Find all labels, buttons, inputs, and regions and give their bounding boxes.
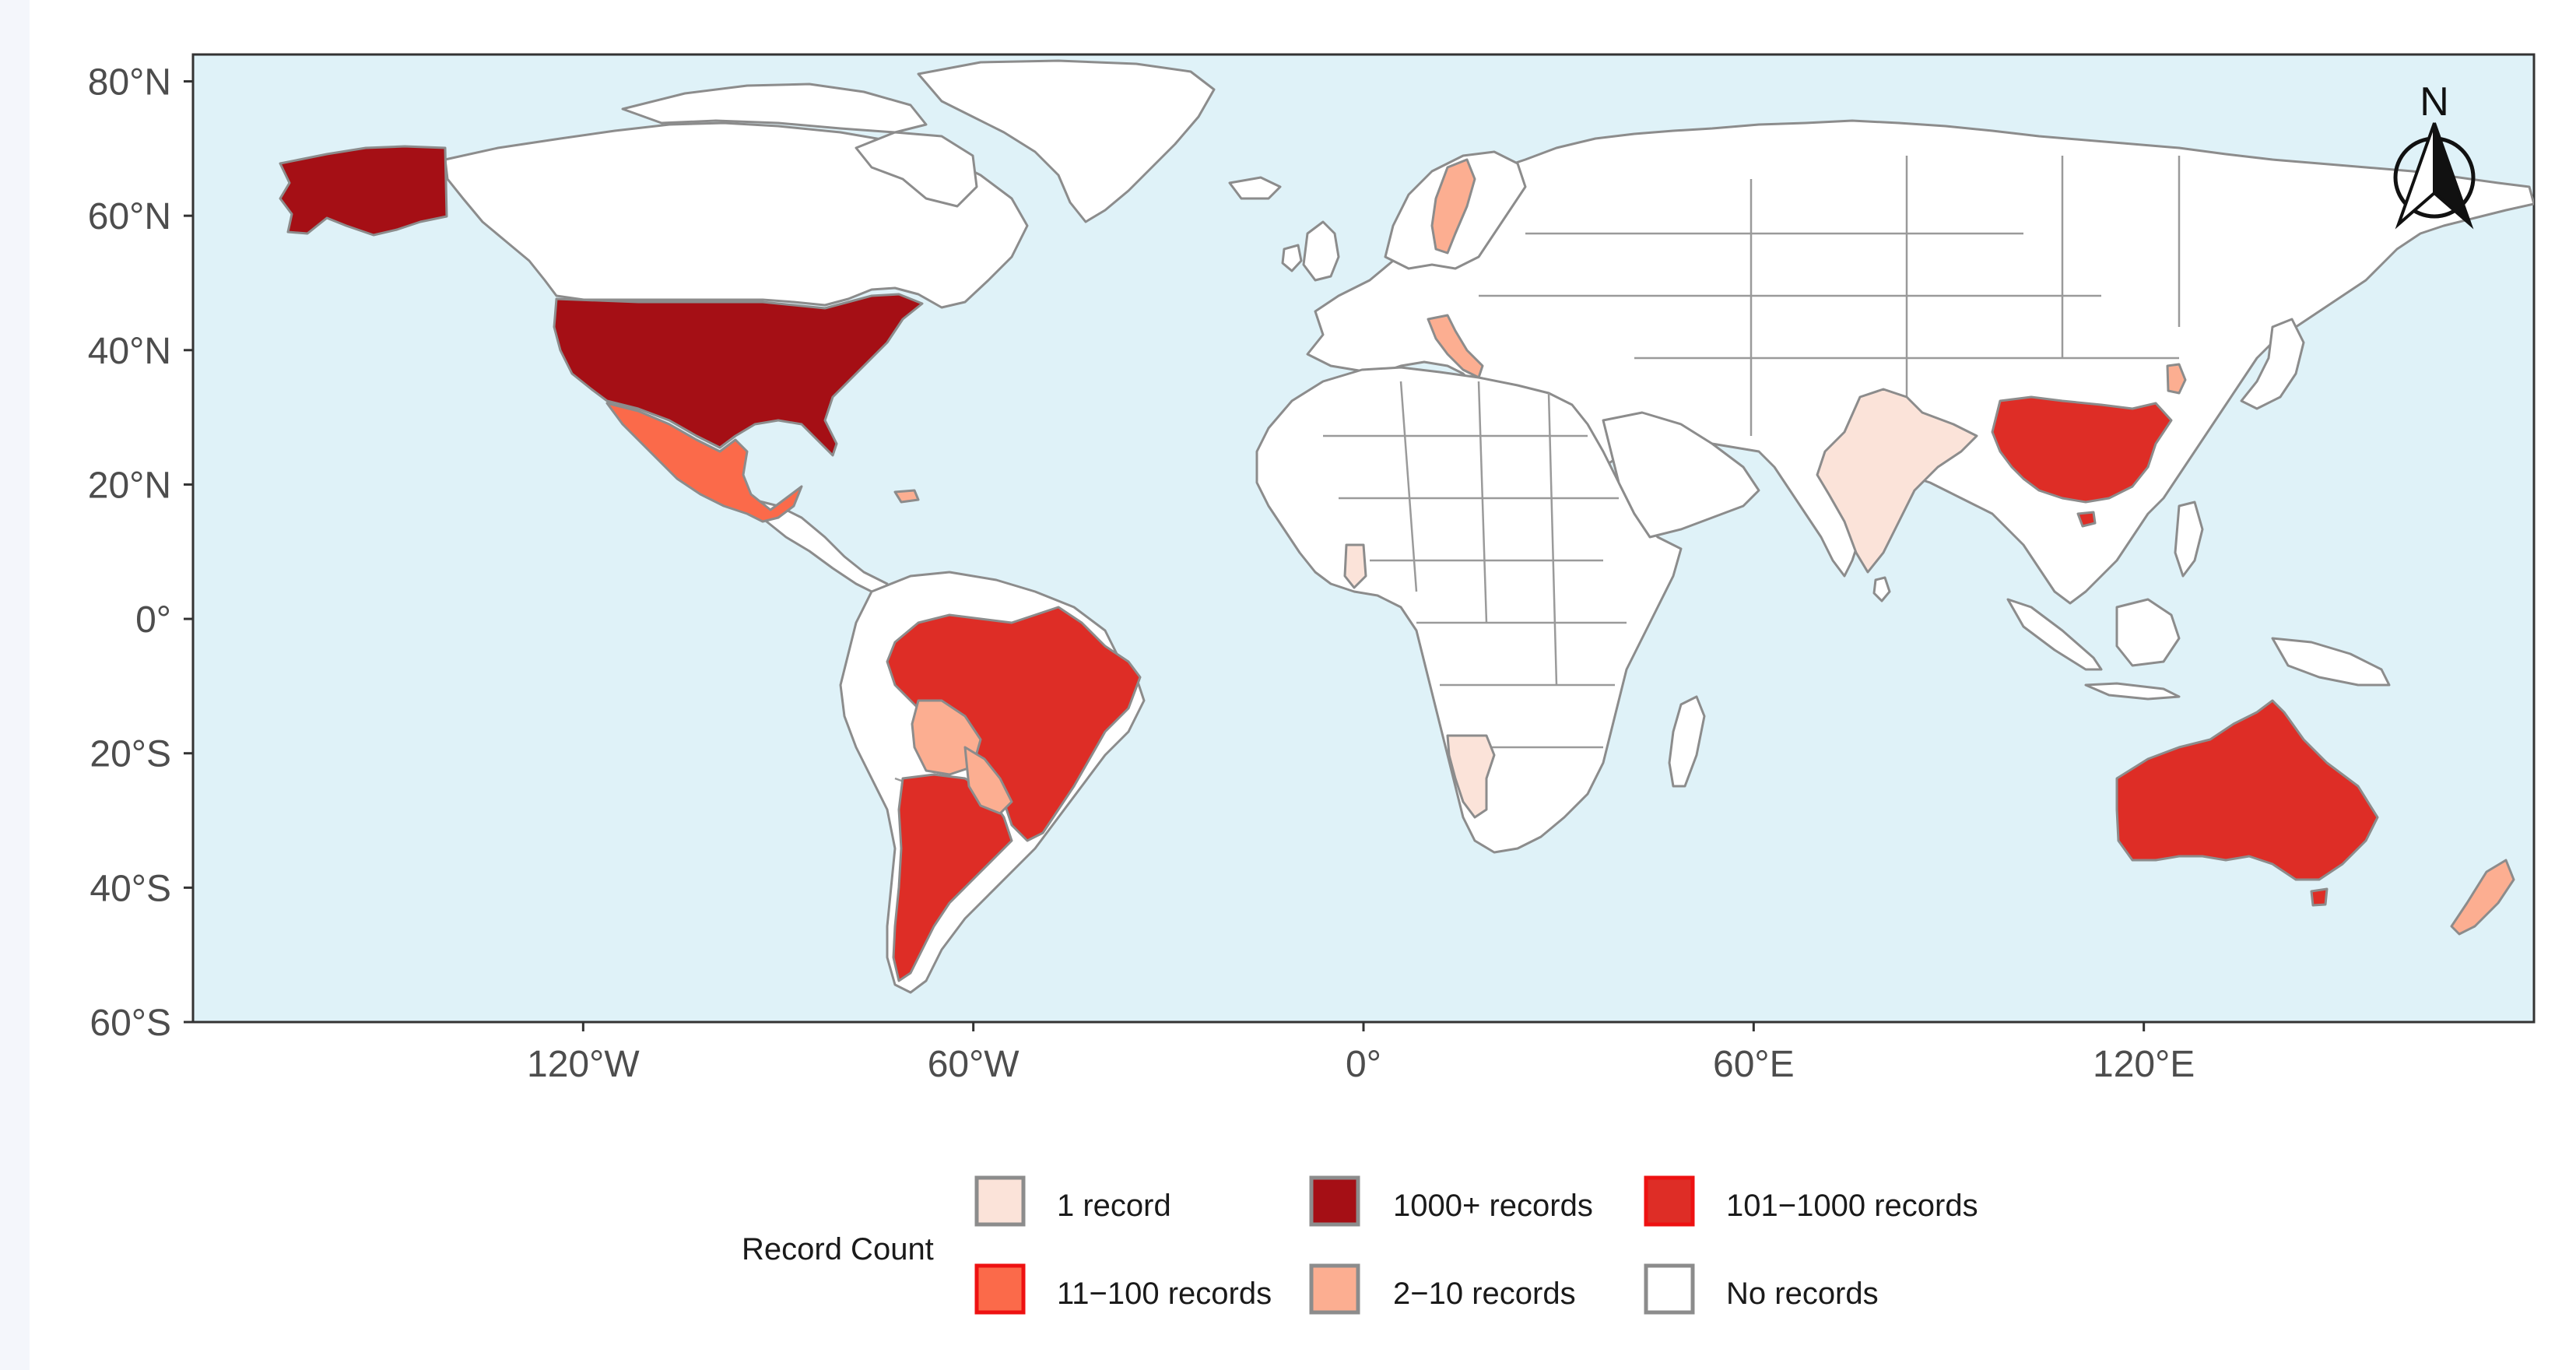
landmass-java [2084,682,2181,701]
region-united-states [553,293,924,457]
y-axis: 80°N 60°N 40°N 20°N 0° 20°S 40°S 60°S [88,62,193,1044]
legend-label-101-1000: 101−1000 records [1726,1189,1978,1223]
x-tick-label: 120°E [2093,1044,2195,1085]
region-new-zealand [2450,859,2515,936]
landmass-iceland [1228,176,1282,200]
legend-key-no-records [1644,1263,1695,1315]
legend-title: Record Count [742,1232,934,1266]
y-tick-label: 20°N [88,465,171,506]
region-sweden [1430,158,1476,255]
region-namibia [1446,734,1496,819]
north-arrow-label: N [2420,79,2449,125]
legend-key-2-10 [1309,1263,1360,1315]
north-arrow: N [2393,79,2476,230]
y-tick-label: 20°S [89,734,171,775]
region-india [1816,388,1978,574]
x-tick-label: 120°W [527,1044,640,1085]
x-tick-label: 60°W [928,1044,1020,1085]
legend-key-1000-plus [1309,1175,1360,1227]
landmass-arabia [1602,411,1760,539]
legend-label-11-100: 11−100 records [1057,1277,1272,1311]
landmass-africa [1255,366,1683,854]
y-tick-label: 60°N [88,196,171,237]
landmass-borneo [2115,598,2181,667]
landmass-sumatra [2006,598,2103,671]
region-hainan [2076,511,2097,528]
landmass-baffin [855,131,978,208]
region-ghana [1343,543,1367,589]
landmass-new-guinea [2271,637,2391,687]
landmass-greenland [917,59,1216,223]
landmass-madagascar [1668,695,1706,788]
region-china [1991,395,2173,504]
region-tasmania [2310,887,2329,907]
y-tick-label: 80°N [88,62,171,104]
region-paraguay [963,746,1013,815]
legend-label-2-10: 2−10 records [1393,1277,1576,1311]
north-arrow-right-half [2433,122,2474,230]
landmass-arctic-islands [621,83,928,134]
y-tick-label: 40°S [89,868,171,909]
page-edge [0,0,30,1370]
legend-key-11-100 [974,1263,1026,1315]
region-south-korea [2166,363,2187,395]
region-mexico [605,402,803,523]
y-tick-label: 0° [135,599,171,641]
legend: Record Count 1 record 1000+ records 101−… [742,1175,1978,1315]
landmass-sri-lanka [1872,576,1891,602]
landmass-philippines [2174,501,2204,578]
region-italy [1427,314,1484,379]
region-australia [2115,699,2379,881]
legend-label-no-records: No records [1726,1277,1879,1311]
legend-key-101-1000 [1644,1175,1695,1227]
landmass-japan [2240,318,2305,410]
legend-key-1-record [974,1175,1026,1227]
x-tick-label: 0° [1346,1044,1381,1085]
legend-label-1-record: 1 record [1057,1189,1171,1223]
y-tick-label: 60°S [89,1003,171,1044]
y-tick-label: 40°N [88,331,171,372]
legend-label-1000-plus: 1000+ records [1393,1189,1593,1223]
x-tick-label: 60°E [1713,1044,1795,1085]
land-layer [279,59,2534,994]
landmass-ireland [1281,244,1303,272]
region-alaska [279,145,448,237]
landmass-british-isles [1302,220,1340,282]
region-dominican-republic [893,489,920,504]
region-bolivia [911,699,982,776]
x-axis: 120°W 60°W 0° 60°E 120°E [527,1022,2195,1085]
